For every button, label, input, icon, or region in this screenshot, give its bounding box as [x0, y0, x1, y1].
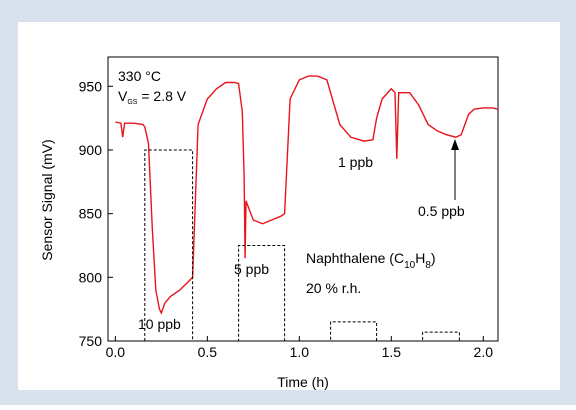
subscript: 8 — [425, 260, 431, 271]
text: V — [118, 88, 128, 104]
conc-label: 10 ppb — [138, 316, 181, 332]
subscript: 10 — [404, 260, 416, 271]
subscript: GS — [127, 99, 137, 106]
x-axis-label: Time (h) — [277, 374, 329, 390]
series-line — [115, 75, 499, 315]
x-tick-label: 2.0 — [474, 344, 494, 360]
temperature: 330 °C — [118, 68, 161, 84]
conc-label: 5 ppb — [234, 261, 269, 277]
x-tick-label: 0.0 — [106, 344, 126, 360]
gas: Naphthalene (C10H8) — [306, 250, 436, 271]
conc-label: 0.5 ppb — [418, 203, 465, 219]
y-tick-label: 850 — [79, 206, 103, 222]
humidity: 20 % r.h. — [306, 280, 361, 296]
x-tick-label: 1.5 — [382, 344, 402, 360]
conc-label: 1 ppb — [338, 154, 373, 170]
y-tick-label: 950 — [79, 78, 103, 94]
text: Naphthalene (C — [306, 250, 404, 266]
gate-voltage: VGS = 2.8 V — [118, 88, 187, 106]
arrow-head — [451, 139, 459, 150]
x-tick-label: 0.5 — [198, 344, 218, 360]
text: ) — [431, 250, 436, 266]
y-axis-label: Sensor Signal (mV) — [39, 139, 55, 260]
y-tick-label: 900 — [79, 142, 103, 158]
y-tick-label: 800 — [79, 269, 103, 285]
x-tick-label: 1.0 — [290, 344, 310, 360]
series-line — [144, 149, 460, 342]
text: H — [415, 250, 425, 266]
text: = 2.8 V — [137, 88, 186, 104]
y-tick-label: 750 — [79, 333, 103, 349]
